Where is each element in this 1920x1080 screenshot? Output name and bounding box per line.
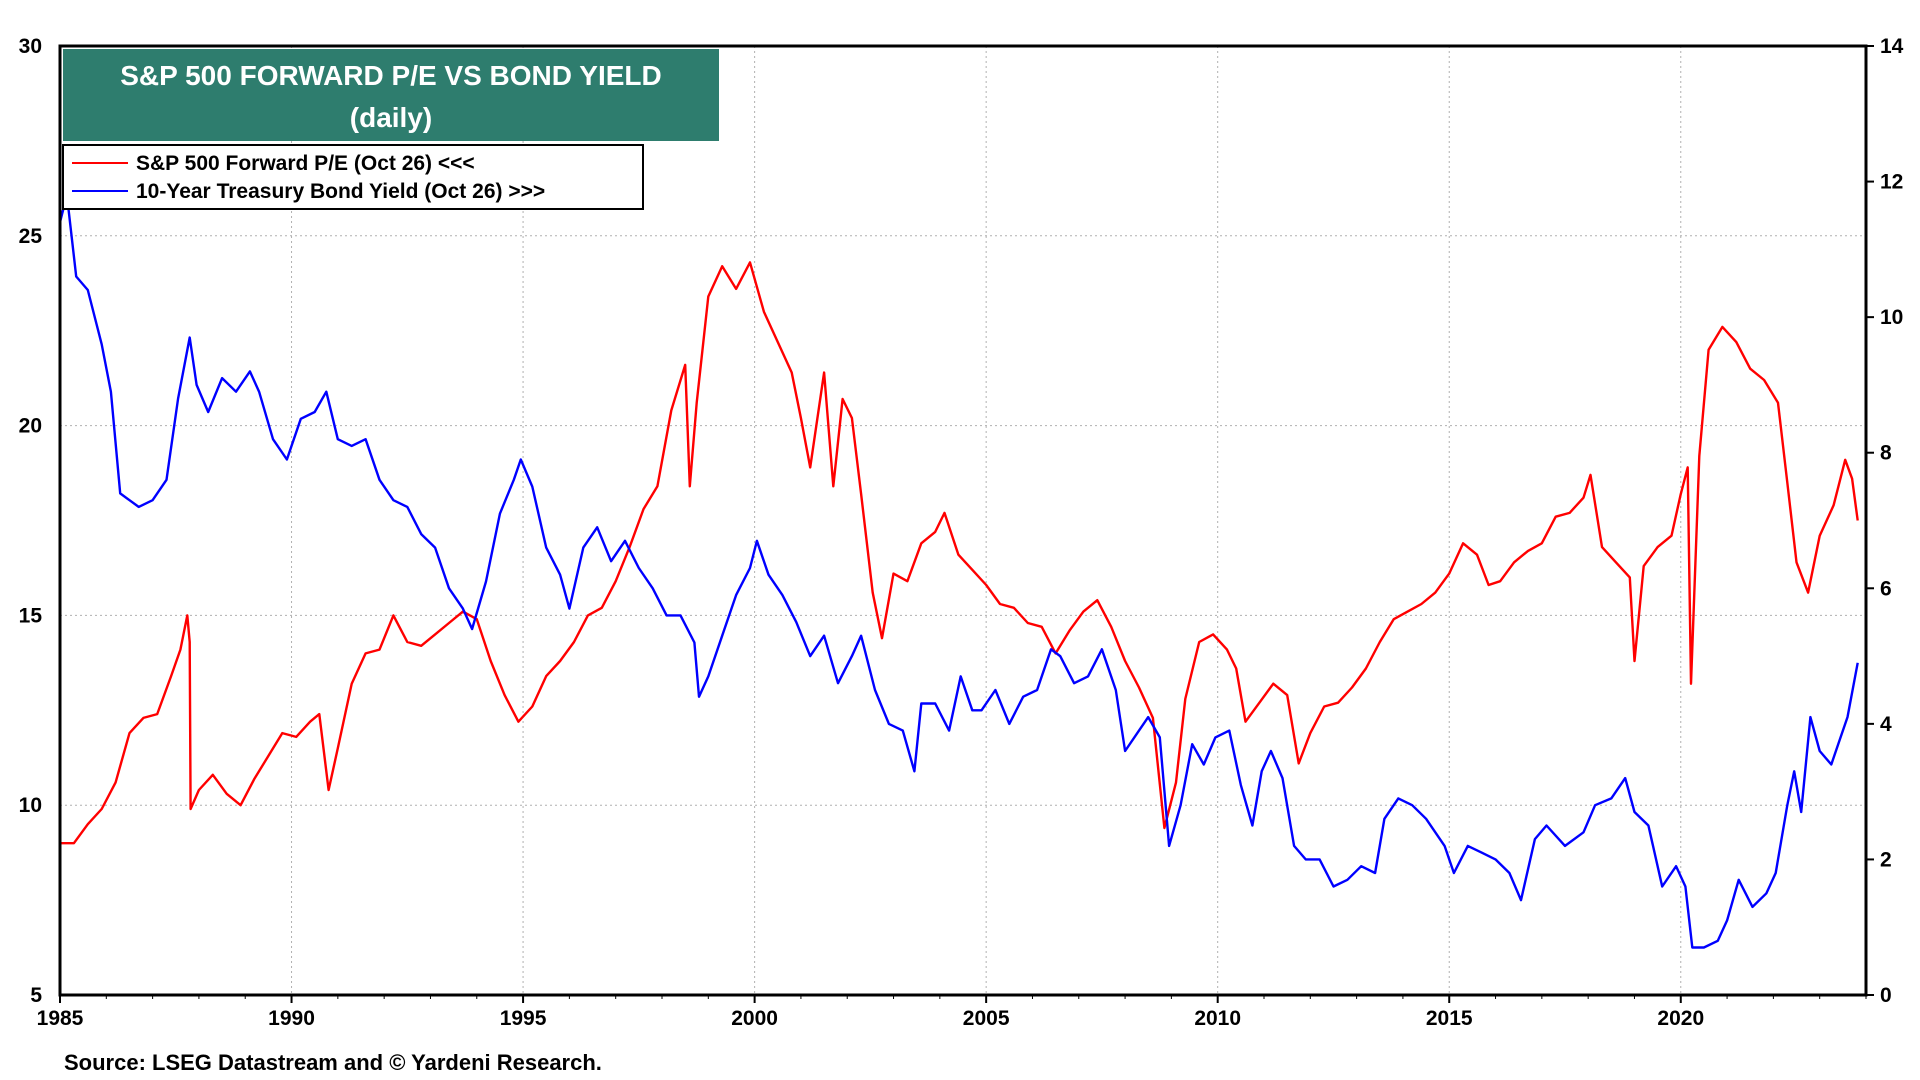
y-right-tick-label: 0 [1880, 984, 1892, 1007]
series-bond-yield-line [58, 193, 1859, 949]
y-left-tick-label: 5 [30, 984, 42, 1007]
x-tick-label: 2015 [1426, 1007, 1473, 1030]
y-right-tick-label: 10 [1880, 306, 1903, 329]
x-tick-label: 2010 [1194, 1007, 1241, 1030]
y-left-tick-label: 10 [19, 794, 42, 817]
title-box: S&P 500 FORWARD P/E VS BOND YIELD (daily… [63, 49, 719, 141]
axes: 1985 1990 1995 2000 2005 2010 2015 202030252015… [19, 35, 1904, 1030]
y-left-tick-label: 25 [19, 225, 43, 248]
source-note: Source: LSEG Datastream and © Yardeni Re… [64, 1050, 602, 1075]
plot-frame [58, 44, 1868, 997]
x-tick-label: 2000 [731, 1007, 778, 1030]
y-right-tick-label: 12 [1880, 171, 1903, 194]
x-tick-label: 1995 [500, 1007, 547, 1030]
series-layer [58, 193, 1859, 949]
legend: S&P 500 Forward P/E (Oct 26) <<< 10-Year… [62, 144, 644, 210]
y-left-tick-label: 30 [19, 35, 42, 58]
y-right-tick-label: 2 [1880, 848, 1892, 871]
y-left-tick-label: 15 [19, 604, 43, 627]
y-right-tick-label: 6 [1880, 577, 1892, 600]
x-tick-label: 1985 [37, 1007, 84, 1030]
x-tick-label: 2020 [1657, 1007, 1704, 1030]
x-tick-label: 2005 [963, 1007, 1010, 1030]
y-right-tick-label: 8 [1880, 442, 1892, 465]
legend-label-pe: S&P 500 Forward P/E (Oct 26) <<< [136, 152, 475, 175]
legend-label-yield: 10-Year Treasury Bond Yield (Oct 26) >>> [136, 180, 545, 203]
x-tick-label: 1990 [268, 1007, 315, 1030]
y-right-tick-label: 4 [1880, 713, 1892, 736]
chart-title: S&P 500 FORWARD P/E VS BOND YIELD [120, 60, 661, 91]
y-left-tick-label: 20 [19, 415, 42, 438]
y-right-tick-label: 14 [1880, 35, 1904, 58]
series-forward-pe-line [60, 261, 1859, 845]
chart-subtitle: (daily) [350, 102, 432, 133]
